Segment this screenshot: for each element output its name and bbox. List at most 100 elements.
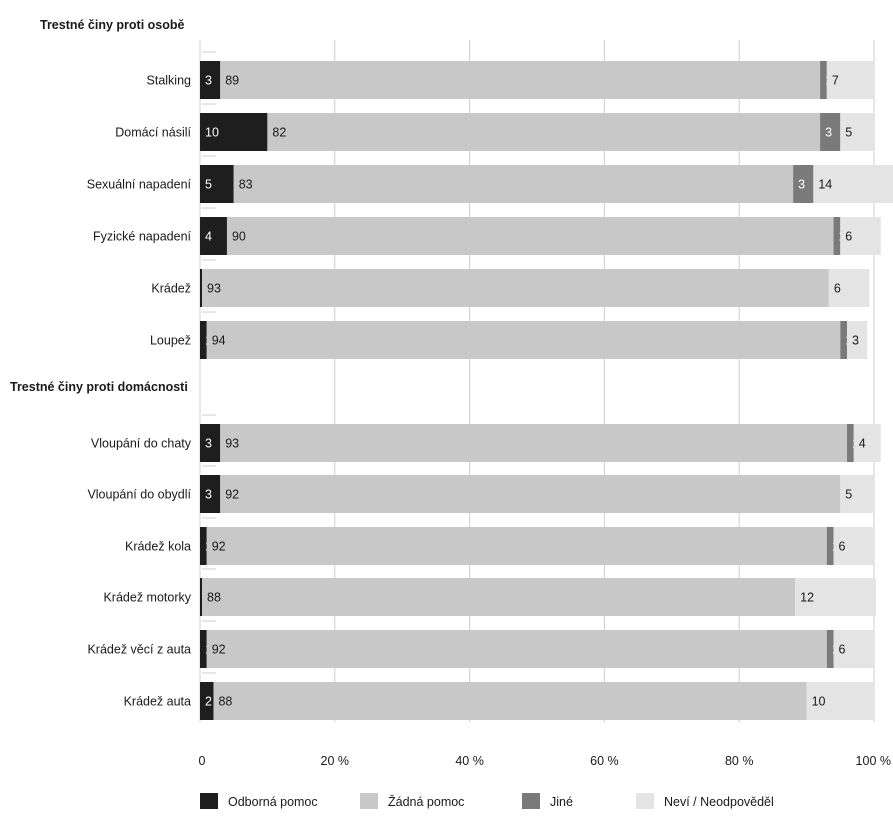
x-tick-label: 20 % — [321, 754, 350, 768]
legend-label: Neví / Neodpověděl — [664, 795, 774, 809]
category-label: Loupež — [150, 334, 191, 348]
bar-segment — [202, 578, 796, 616]
category-label: Krádež kola — [125, 540, 191, 554]
data-label: 6 — [834, 282, 841, 296]
data-label: 4 — [859, 437, 866, 451]
bar-segment — [206, 630, 827, 668]
bar-segment — [840, 321, 848, 359]
bar-segment — [820, 61, 827, 99]
bar-segment — [793, 165, 814, 203]
data-label: 3 — [205, 488, 212, 502]
legend-swatch — [636, 793, 654, 809]
bar-segment — [828, 269, 870, 307]
data-label: 93 — [225, 437, 239, 451]
category-label: Fyzické napadení — [93, 230, 192, 244]
bar-segment — [813, 165, 893, 203]
x-tick-label: 60 % — [590, 754, 619, 768]
bar-segment — [826, 61, 874, 99]
category-label: Krádež motorky — [103, 591, 191, 605]
data-label: 5 — [845, 488, 852, 502]
bar-segment — [226, 217, 834, 255]
category-label: Krádež auta — [124, 695, 191, 709]
data-label: 93 — [207, 282, 221, 296]
category-label: Sexuální napadení — [87, 178, 192, 192]
bar-segment — [206, 321, 841, 359]
bar-segment — [200, 424, 221, 462]
bar-segment — [840, 475, 874, 513]
category-label: Krádež věcí z auta — [87, 643, 191, 657]
bar-segment — [853, 424, 881, 462]
bar-segment — [847, 424, 854, 462]
data-label: 3 — [205, 74, 212, 88]
data-label: 12 — [800, 591, 814, 605]
category-label: Vloupání do obydlí — [87, 488, 191, 502]
bar-segment — [220, 424, 848, 462]
category-label: Krádež — [151, 282, 191, 296]
legend-swatch — [360, 793, 378, 809]
category-label: Domácí násilí — [115, 126, 191, 140]
bar-segment — [826, 630, 834, 668]
bar-segment — [202, 269, 829, 307]
data-label: 90 — [232, 230, 246, 244]
data-label: 2 — [205, 695, 212, 709]
data-label: 5 — [205, 178, 212, 192]
legend-label: Žádná pomoc — [388, 794, 464, 809]
bar-segment — [200, 682, 214, 720]
bar-segment — [200, 630, 207, 668]
x-tick-label: 0 — [199, 754, 206, 768]
bar-segment — [267, 113, 821, 151]
bar-segment — [200, 113, 268, 151]
bar-segment — [200, 165, 234, 203]
bar-segment — [795, 578, 877, 616]
data-label: 83 — [239, 178, 253, 192]
data-label: 3 — [205, 437, 212, 451]
bar-segment — [200, 61, 221, 99]
data-label: 7 — [832, 74, 839, 88]
bar-segment — [200, 527, 207, 565]
bar-segment — [833, 630, 874, 668]
legend-label: Jiné — [550, 795, 573, 809]
group-title: Trestné činy proti osobě — [40, 18, 185, 32]
data-label: 14 — [818, 178, 832, 192]
bar-segment — [826, 527, 834, 565]
data-label: 94 — [212, 334, 226, 348]
legend-swatch — [200, 793, 218, 809]
data-label: 6 — [845, 230, 852, 244]
bars: 3891710823558331449016936194133931439251… — [200, 61, 893, 720]
data-label: 10 — [812, 695, 826, 709]
bar-segment — [820, 113, 841, 151]
data-label: 3 — [852, 334, 859, 348]
data-label: 10 — [205, 126, 219, 140]
bar-segment — [833, 527, 874, 565]
group-title: Trestné činy proti domácnosti — [10, 380, 188, 394]
data-label: 92 — [212, 540, 226, 554]
data-label: 5 — [845, 126, 852, 140]
gridlines — [199, 40, 875, 722]
bar-segment — [840, 113, 874, 151]
bar-segment — [833, 217, 841, 255]
x-tick-label: 80 % — [725, 754, 754, 768]
category-label: Stalking — [147, 74, 192, 88]
data-label: 4 — [205, 230, 212, 244]
bar-segment — [200, 475, 221, 513]
bar-segment — [200, 269, 203, 307]
bar-segment — [806, 682, 874, 720]
bar-segment — [220, 475, 841, 513]
data-label: 88 — [207, 591, 221, 605]
data-label: 92 — [212, 643, 226, 657]
legend-swatch — [522, 793, 540, 809]
data-label: 89 — [225, 74, 239, 88]
category-label: Vloupání do chaty — [91, 437, 192, 451]
bar-segment — [847, 321, 868, 359]
data-label: 3 — [825, 126, 832, 140]
x-axis-ticks: 0 20 % 40 % 60 % 80 % 100 % — [199, 754, 891, 768]
x-tick-label: 40 % — [455, 754, 484, 768]
bar-segment — [200, 578, 203, 616]
legend: Odborná pomoc Žádná pomoc Jiné Neví / Neodp… — [200, 793, 774, 809]
data-label: 3 — [798, 178, 805, 192]
category-labels: Stalking Domácí násilí Sexuální napadení Fy… — [10, 18, 192, 709]
bar-segment — [213, 682, 807, 720]
data-label: 88 — [218, 695, 232, 709]
bar-segment — [200, 321, 207, 359]
